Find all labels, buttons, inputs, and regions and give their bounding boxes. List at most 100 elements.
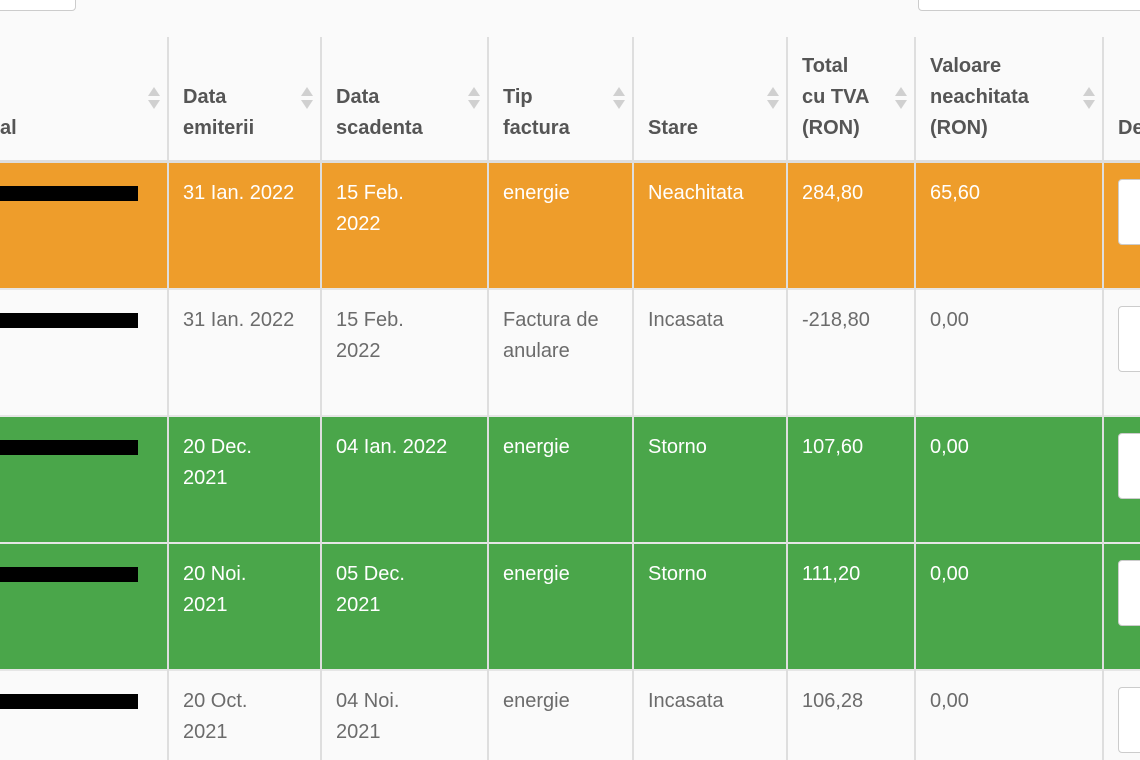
- sort-arrows: [1083, 87, 1095, 109]
- invoice-row: 20 Noi. 2021 05 Dec. 2021 energie Storno 111…: [0, 542, 1140, 670]
- cell-text: 0,00: [930, 309, 969, 331]
- details-button[interactable]: [1118, 179, 1140, 245]
- redaction: [0, 313, 138, 328]
- cell-text: 0,00: [930, 436, 969, 458]
- column-header[interactable]: Stare: [632, 37, 787, 163]
- cell: Factura de anulare: [487, 288, 633, 416]
- header-label: Total cu TVA (RON): [802, 55, 869, 139]
- cell-text: 0,00: [930, 563, 969, 585]
- cell: 106,28: [786, 669, 915, 760]
- cell: 15 Feb. 2022: [320, 160, 488, 289]
- cell: energie: [487, 542, 633, 670]
- sort-arrows: [895, 87, 907, 109]
- details-button[interactable]: [1118, 306, 1140, 372]
- sort-icon[interactable]: [467, 85, 481, 121]
- cell: 0,00: [914, 415, 1103, 543]
- redaction: [0, 440, 138, 455]
- invoice-number-cell: [0, 415, 168, 543]
- details-cell: [1102, 288, 1140, 416]
- cell-text: Neachitata: [648, 182, 744, 204]
- cell: Storno: [632, 415, 787, 543]
- table-body: 31 Ian. 2022 15 Feb. 2022 energie Neachitat…: [0, 160, 1140, 760]
- cell: 05 Dec. 2021: [320, 542, 488, 670]
- cell: 20 Noi. 2021: [167, 542, 321, 670]
- cell-text: 04 Noi. 2021: [336, 690, 400, 743]
- column-header[interactable]: Valoare neachitata (RON): [914, 37, 1103, 163]
- cell: 20 Dec. 2021: [167, 415, 321, 543]
- header-label: De: [1118, 117, 1140, 139]
- sort-icon[interactable]: [766, 85, 780, 121]
- header-label: Tip factura: [503, 86, 570, 139]
- cell-text: 15 Feb. 2022: [336, 309, 404, 362]
- invoice-row: 31 Ian. 2022 15 Feb. 2022 Factura de anula…: [0, 288, 1140, 416]
- cell-text: Incasata: [648, 690, 724, 712]
- cell-text: 20 Dec. 2021: [183, 436, 252, 489]
- sort-icon[interactable]: [1082, 85, 1096, 121]
- cell: 0,00: [914, 288, 1103, 416]
- details-button[interactable]: [1118, 687, 1140, 753]
- invoice-table: al Data emiterii Data scadenta Tip factura S…: [0, 37, 1140, 760]
- column-header[interactable]: Total cu TVA (RON): [786, 37, 915, 163]
- invoice-number-cell: [0, 160, 168, 289]
- header-label: al: [0, 117, 17, 139]
- column-header: De: [1102, 37, 1140, 163]
- cell: Neachitata: [632, 160, 787, 289]
- invoice-number-cell: [0, 669, 168, 760]
- sort-icon[interactable]: [894, 85, 908, 121]
- sort-arrows: [148, 87, 160, 109]
- cell-text: 106,28: [802, 690, 864, 712]
- invoice-row: 20 Oct. 2021 04 Noi. 2021 energie Incasata 1…: [0, 669, 1140, 760]
- redaction: [0, 186, 138, 201]
- cell: 284,80: [786, 160, 915, 289]
- cell-text: 65,60: [930, 182, 981, 204]
- column-header[interactable]: al: [0, 37, 168, 163]
- invoice-row: 31 Ian. 2022 15 Feb. 2022 energie Neachitat…: [0, 160, 1140, 289]
- cell-text: energie: [503, 563, 570, 585]
- sort-arrows: [468, 87, 480, 109]
- cell: energie: [487, 669, 633, 760]
- sort-icon[interactable]: [147, 85, 161, 121]
- sort-arrows: [767, 87, 779, 109]
- column-header[interactable]: Data emiterii: [167, 37, 321, 163]
- header-label: Valoare neachitata (RON): [930, 55, 1029, 139]
- cell-text: 111,20: [802, 563, 861, 585]
- cell: 0,00: [914, 542, 1103, 670]
- cell: 0,00: [914, 669, 1103, 760]
- table-container: al Data emiterii Data scadenta Tip factura S…: [0, 37, 1140, 760]
- cell-text: Storno: [648, 436, 707, 458]
- cell: energie: [487, 415, 633, 543]
- cell: -218,80: [786, 288, 915, 416]
- sort-arrows: [613, 87, 625, 109]
- cell: 107,60: [786, 415, 915, 543]
- details-button[interactable]: [1118, 433, 1140, 499]
- cell-text: 31 Ian. 2022: [183, 182, 295, 204]
- column-header[interactable]: Tip factura: [487, 37, 633, 163]
- cell-text: energie: [503, 182, 570, 204]
- cell: 111,20: [786, 542, 915, 670]
- details-cell: [1102, 542, 1140, 670]
- cell: Storno: [632, 542, 787, 670]
- invoice-number-cell: [0, 288, 168, 416]
- header-label: Data emiterii: [183, 86, 255, 139]
- cell-text: 0,00: [930, 690, 969, 712]
- search-input[interactable]: [918, 0, 1140, 11]
- details-cell: [1102, 160, 1140, 289]
- invoice-number-cell: [0, 542, 168, 670]
- column-header[interactable]: Data scadenta: [320, 37, 488, 163]
- redaction: [0, 567, 138, 582]
- cell: Incasata: [632, 669, 787, 760]
- cell-text: 04 Ian. 2022: [336, 436, 448, 458]
- cell-text: -218,80: [802, 309, 870, 331]
- header-row: al Data emiterii Data scadenta Tip factura S…: [0, 37, 1140, 163]
- cell-text: energie: [503, 690, 570, 712]
- sort-icon[interactable]: [612, 85, 626, 121]
- cell-text: 20 Oct. 2021: [183, 690, 248, 743]
- details-button[interactable]: [1118, 560, 1140, 626]
- cell: 04 Ian. 2022: [320, 415, 488, 543]
- cell-text: Factura de anulare: [503, 309, 599, 362]
- page-size-select[interactable]: [0, 0, 76, 11]
- details-cell: [1102, 415, 1140, 543]
- cell-text: Incasata: [648, 309, 724, 331]
- sort-icon[interactable]: [300, 85, 314, 121]
